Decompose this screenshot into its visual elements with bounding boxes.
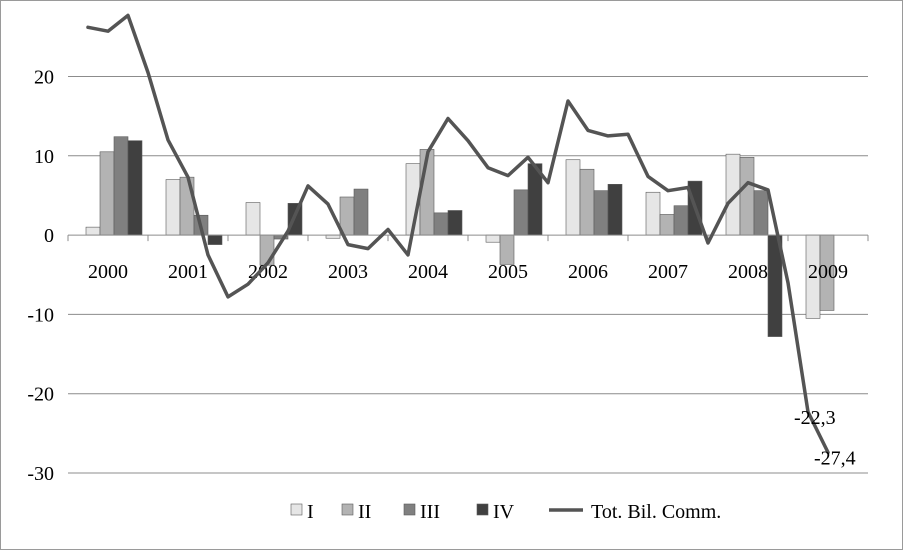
bar-I xyxy=(486,235,500,242)
data-label: -22,3 xyxy=(794,407,836,429)
bar-II xyxy=(580,169,594,235)
bar-II xyxy=(100,152,114,235)
y-tick-label: 20 xyxy=(34,66,54,88)
bar-II xyxy=(660,214,674,235)
bar-I xyxy=(86,227,100,235)
bar-III xyxy=(674,206,688,235)
bar-I xyxy=(646,192,660,235)
bar-II xyxy=(740,157,754,235)
legend-label: II xyxy=(358,501,371,523)
category-label: 2009 xyxy=(808,261,848,283)
bar-III xyxy=(754,191,768,235)
bar-III xyxy=(434,213,448,235)
category-label: 2005 xyxy=(488,261,528,283)
category-label: 2008 xyxy=(728,261,768,283)
bar-IV xyxy=(608,184,622,235)
data-labels: -22,3 -27,4 xyxy=(794,407,856,469)
category-label: 2006 xyxy=(568,261,608,283)
legend-label: IV xyxy=(493,501,515,523)
bar-III xyxy=(354,189,368,235)
bar-I xyxy=(166,180,180,236)
bar-III xyxy=(114,137,128,235)
bar-IV xyxy=(208,235,222,245)
y-tick-label: -30 xyxy=(27,463,54,485)
x-axis xyxy=(68,235,868,241)
bar-III xyxy=(514,190,528,235)
legend-label: Tot. Bil. Comm. xyxy=(591,501,721,523)
y-tick-label: 10 xyxy=(34,146,54,168)
bar-II xyxy=(500,235,514,264)
legend-swatch-I xyxy=(291,504,302,515)
legend-swatch-II xyxy=(342,504,353,515)
bars xyxy=(86,137,834,337)
y-tick-label: -20 xyxy=(27,384,54,406)
bar-I xyxy=(246,203,260,236)
bar-III xyxy=(594,191,608,235)
category-label: 2004 xyxy=(408,261,448,283)
y-tick-label: -10 xyxy=(27,304,54,326)
bar-IV xyxy=(448,210,462,235)
category-label: 2003 xyxy=(328,261,368,283)
category-label: 2007 xyxy=(648,261,688,283)
y-axis-ticks: -30 -20 -10 0 10 20 xyxy=(27,66,54,485)
legend-label: III xyxy=(420,501,440,523)
legend-label: I xyxy=(307,501,314,523)
y-tick-label: 0 xyxy=(44,225,54,247)
bar-IV xyxy=(128,141,142,235)
category-label: 2000 xyxy=(88,261,128,283)
data-label: -27,4 xyxy=(814,447,856,469)
legend-swatch-IV xyxy=(477,504,488,515)
category-label: 2001 xyxy=(168,261,208,283)
legend-swatch-III xyxy=(404,504,415,515)
bar-I xyxy=(566,160,580,235)
